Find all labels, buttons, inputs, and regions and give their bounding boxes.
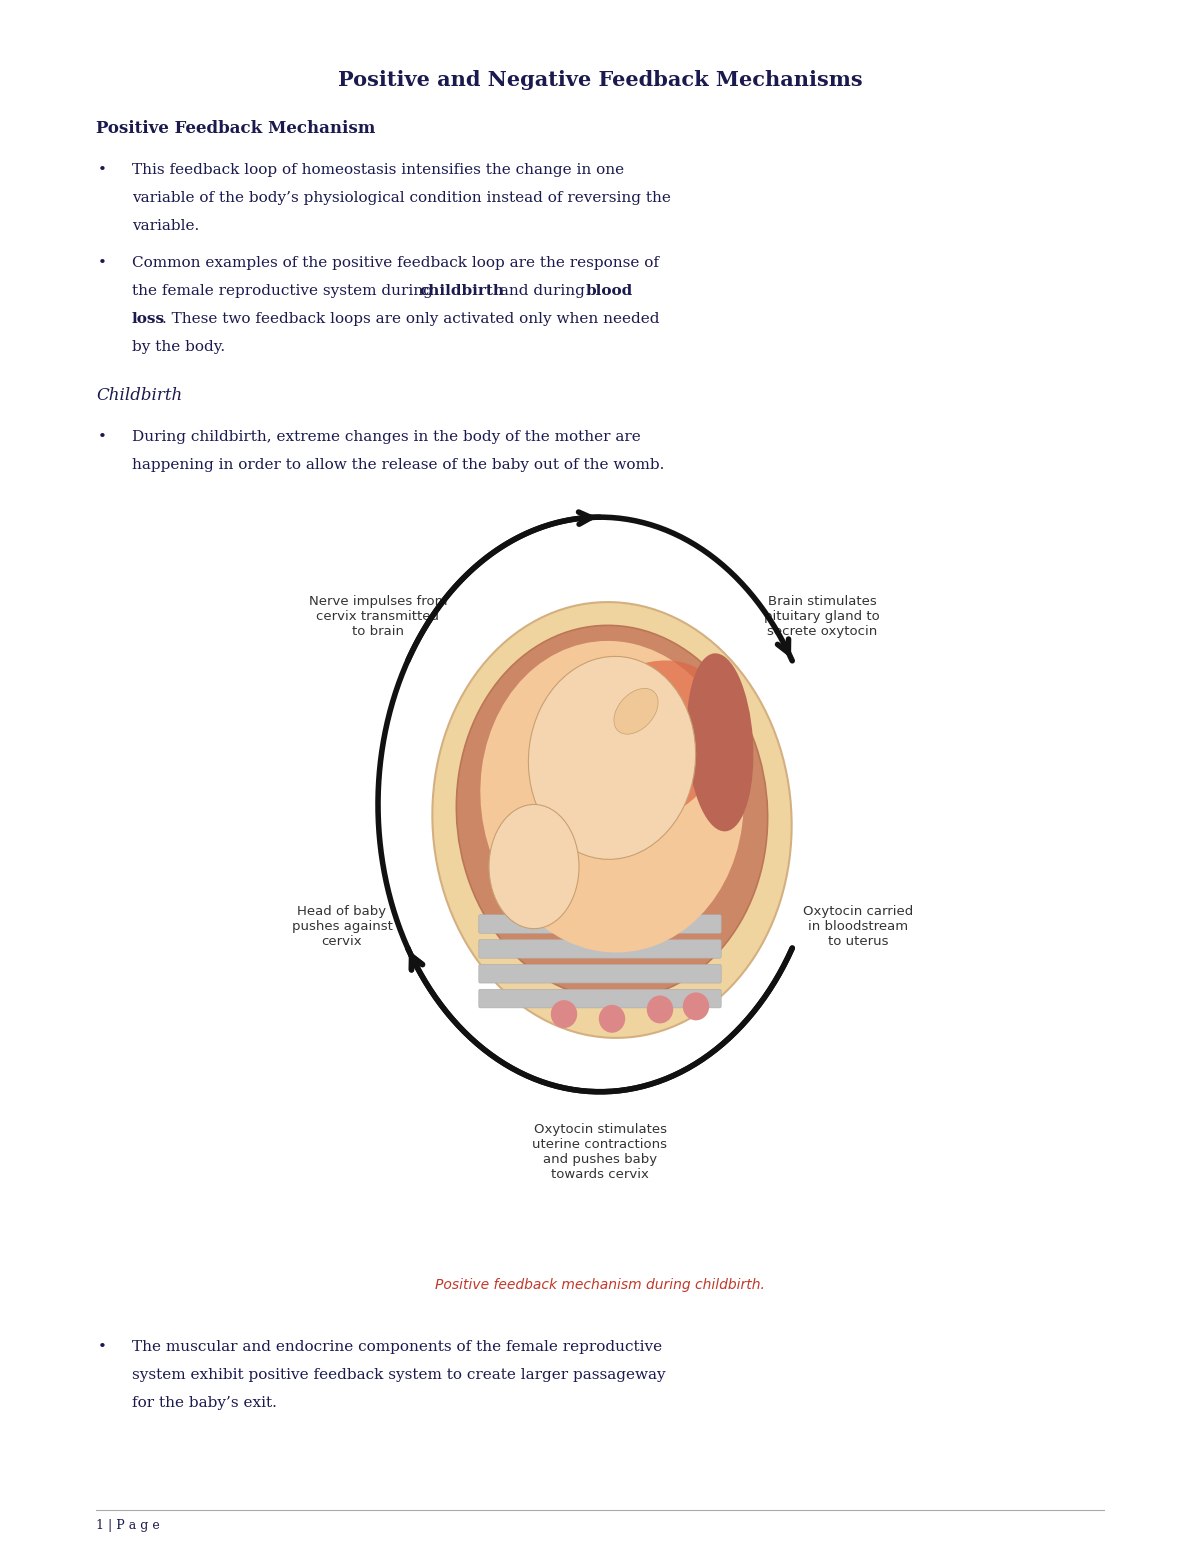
Text: Head of baby
pushes against
cervix: Head of baby pushes against cervix (292, 905, 392, 949)
Ellipse shape (647, 995, 673, 1023)
Text: Common examples of the positive feedback loop are the response of: Common examples of the positive feedback… (132, 256, 659, 270)
Text: loss: loss (132, 312, 166, 326)
Text: •: • (97, 256, 107, 270)
Text: system exhibit positive feedback system to create larger passageway: system exhibit positive feedback system … (132, 1368, 666, 1382)
Text: Positive and Negative Feedback Mechanisms: Positive and Negative Feedback Mechanism… (337, 70, 863, 90)
Text: and during: and during (494, 284, 589, 298)
Text: childbirth: childbirth (419, 284, 504, 298)
Ellipse shape (566, 660, 730, 825)
Text: Oxytocin carried
in bloodstream
to uterus: Oxytocin carried in bloodstream to uteru… (803, 905, 913, 949)
Ellipse shape (456, 626, 768, 999)
Ellipse shape (683, 992, 709, 1020)
Text: variable.: variable. (132, 219, 199, 233)
Text: •: • (97, 163, 107, 177)
Ellipse shape (614, 688, 658, 735)
Text: •: • (97, 1340, 107, 1354)
Text: Brain stimulates
pituitary gland to
secrete oxytocin: Brain stimulates pituitary gland to secr… (764, 595, 880, 638)
Text: Nerve impulses from
cervix transmitted
to brain: Nerve impulses from cervix transmitted t… (308, 595, 448, 638)
Ellipse shape (432, 603, 792, 1037)
Text: blood: blood (586, 284, 632, 298)
Text: This feedback loop of homeostasis intensifies the change in one: This feedback loop of homeostasis intens… (132, 163, 624, 177)
Text: Childbirth: Childbirth (96, 387, 182, 404)
Ellipse shape (551, 1000, 577, 1028)
FancyBboxPatch shape (479, 940, 721, 958)
Text: •: • (97, 430, 107, 444)
Ellipse shape (480, 641, 744, 952)
Text: for the baby’s exit.: for the baby’s exit. (132, 1396, 277, 1410)
Text: 1 | P a g e: 1 | P a g e (96, 1519, 160, 1531)
Text: During childbirth, extreme changes in the body of the mother are: During childbirth, extreme changes in th… (132, 430, 641, 444)
Text: Positive Feedback Mechanism: Positive Feedback Mechanism (96, 120, 376, 137)
Ellipse shape (686, 654, 754, 831)
Text: the female reproductive system during: the female reproductive system during (132, 284, 438, 298)
Text: Oxytocin stimulates
uterine contractions
and pushes baby
towards cervix: Oxytocin stimulates uterine contractions… (533, 1123, 667, 1180)
Text: by the body.: by the body. (132, 340, 226, 354)
Text: The muscular and endocrine components of the female reproductive: The muscular and endocrine components of… (132, 1340, 662, 1354)
Ellipse shape (528, 657, 696, 859)
Text: happening in order to allow the release of the baby out of the womb.: happening in order to allow the release … (132, 458, 665, 472)
FancyBboxPatch shape (479, 915, 721, 933)
Text: variable of the body’s physiological condition instead of reversing the: variable of the body’s physiological con… (132, 191, 671, 205)
FancyBboxPatch shape (479, 989, 721, 1008)
Ellipse shape (599, 1005, 625, 1033)
Text: . These two feedback loops are only activated only when needed: . These two feedback loops are only acti… (162, 312, 660, 326)
Ellipse shape (490, 804, 580, 929)
Text: Positive feedback mechanism during childbirth.: Positive feedback mechanism during child… (436, 1278, 764, 1292)
FancyBboxPatch shape (479, 964, 721, 983)
